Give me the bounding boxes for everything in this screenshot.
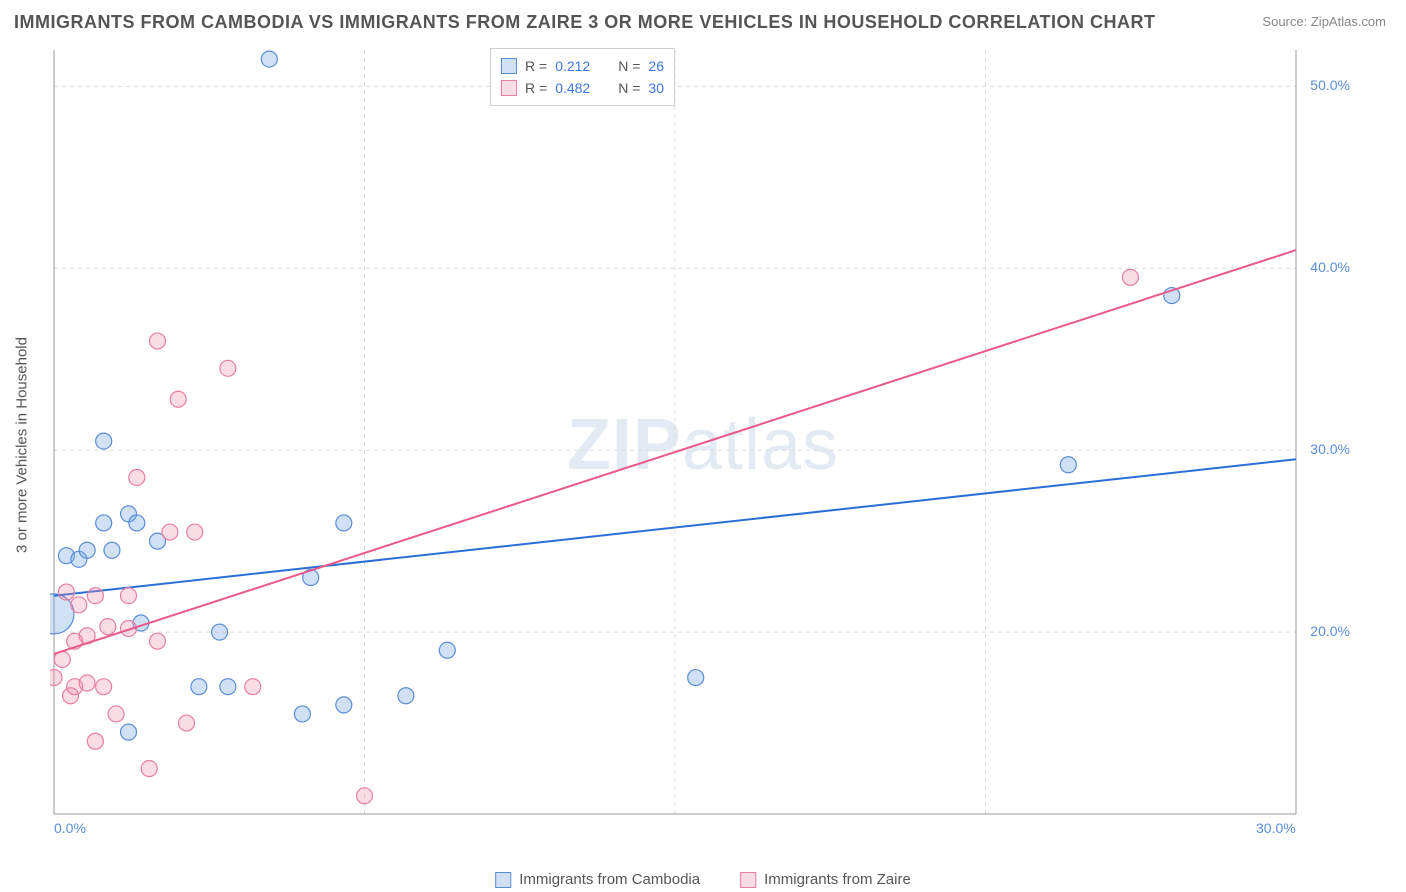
chart-area: 3 or more Vehicles in Household ZIPatlas… — [50, 46, 1356, 844]
swatch-cambodia-bottom — [495, 872, 511, 888]
y-axis-label: 3 or more Vehicles in Household — [14, 337, 31, 553]
n-label: N = — [618, 80, 640, 96]
n-value-zaire: 30 — [648, 80, 664, 96]
x-tick-label: 30.0% — [1256, 820, 1296, 836]
x-tick-label: 0.0% — [54, 820, 86, 836]
legend-row-zaire: R = 0.482 N = 30 — [501, 77, 664, 99]
source-attribution: Source: ZipAtlas.com — [1262, 14, 1386, 29]
swatch-zaire — [501, 80, 517, 96]
y-tick-label: 40.0% — [1310, 259, 1350, 275]
n-label: N = — [618, 58, 640, 74]
n-value-cambodia: 26 — [648, 58, 664, 74]
source-label: Source: — [1262, 14, 1307, 29]
r-value-cambodia: 0.212 — [555, 58, 590, 74]
correlation-legend: R = 0.212 N = 26 R = 0.482 N = 30 — [490, 48, 675, 106]
legend-label-cambodia: Immigrants from Cambodia — [519, 871, 700, 888]
r-label: R = — [525, 58, 547, 74]
source-link[interactable]: ZipAtlas.com — [1311, 14, 1386, 29]
r-label: R = — [525, 80, 547, 96]
legend-label-zaire: Immigrants from Zaire — [764, 871, 911, 888]
y-tick-label: 20.0% — [1310, 623, 1350, 639]
y-tick-label: 30.0% — [1310, 441, 1350, 457]
r-value-zaire: 0.482 — [555, 80, 590, 96]
series-legend: Immigrants from Cambodia Immigrants from… — [495, 871, 911, 888]
swatch-zaire-bottom — [740, 872, 756, 888]
legend-item-cambodia: Immigrants from Cambodia — [495, 871, 700, 888]
legend-item-zaire: Immigrants from Zaire — [740, 871, 911, 888]
swatch-cambodia — [501, 58, 517, 74]
chart-title: IMMIGRANTS FROM CAMBODIA VS IMMIGRANTS F… — [14, 12, 1156, 33]
scatter-plot — [50, 46, 1356, 844]
y-tick-label: 50.0% — [1310, 77, 1350, 93]
legend-row-cambodia: R = 0.212 N = 26 — [501, 55, 664, 77]
